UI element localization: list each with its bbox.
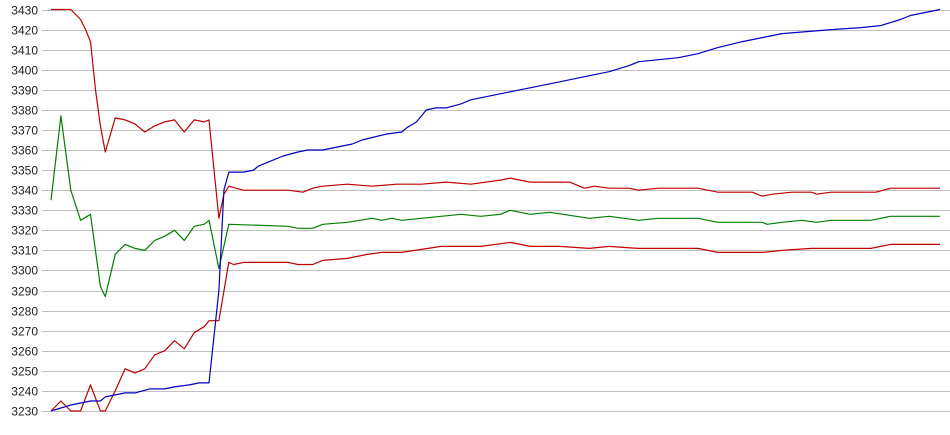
y-tick-label: 3290 xyxy=(11,285,38,299)
y-tick-label: 3390 xyxy=(11,84,38,98)
y-tick-label: 3250 xyxy=(11,365,38,379)
y-tick-label: 3370 xyxy=(11,124,38,138)
y-tick-label: 3260 xyxy=(11,345,38,359)
y-tick-label: 3240 xyxy=(11,385,38,399)
y-tick-label: 3420 xyxy=(11,24,38,38)
series-line-1 xyxy=(50,115,940,298)
y-tick-label: 3230 xyxy=(11,405,38,419)
y-tick-label: 3360 xyxy=(11,144,38,158)
y-tick-label: 3300 xyxy=(11,264,38,278)
y-tick-label: 3330 xyxy=(11,204,38,218)
series-lines xyxy=(50,8,941,412)
y-axis-ticks: 3230 3240 3250 3260 3270 3280 3290 3300 3310 3320… xyxy=(11,4,38,419)
y-tick-label: 3310 xyxy=(11,244,38,258)
y-tick-label: 3280 xyxy=(11,305,38,319)
y-tick-label: 3380 xyxy=(11,104,38,118)
series-line-0 xyxy=(51,8,940,219)
y-tick-label: 3430 xyxy=(11,4,38,18)
series-line-2 xyxy=(50,241,940,412)
y-tick-label: 3350 xyxy=(11,164,38,178)
y-tick-label: 3400 xyxy=(11,64,38,78)
series-line-3 xyxy=(50,8,941,412)
y-tick-label: 3270 xyxy=(11,325,38,339)
y-tick-label: 3410 xyxy=(11,44,38,58)
y-tick-label: 3320 xyxy=(11,224,38,238)
gridlines xyxy=(42,10,950,412)
y-tick-label: 3340 xyxy=(11,184,38,198)
